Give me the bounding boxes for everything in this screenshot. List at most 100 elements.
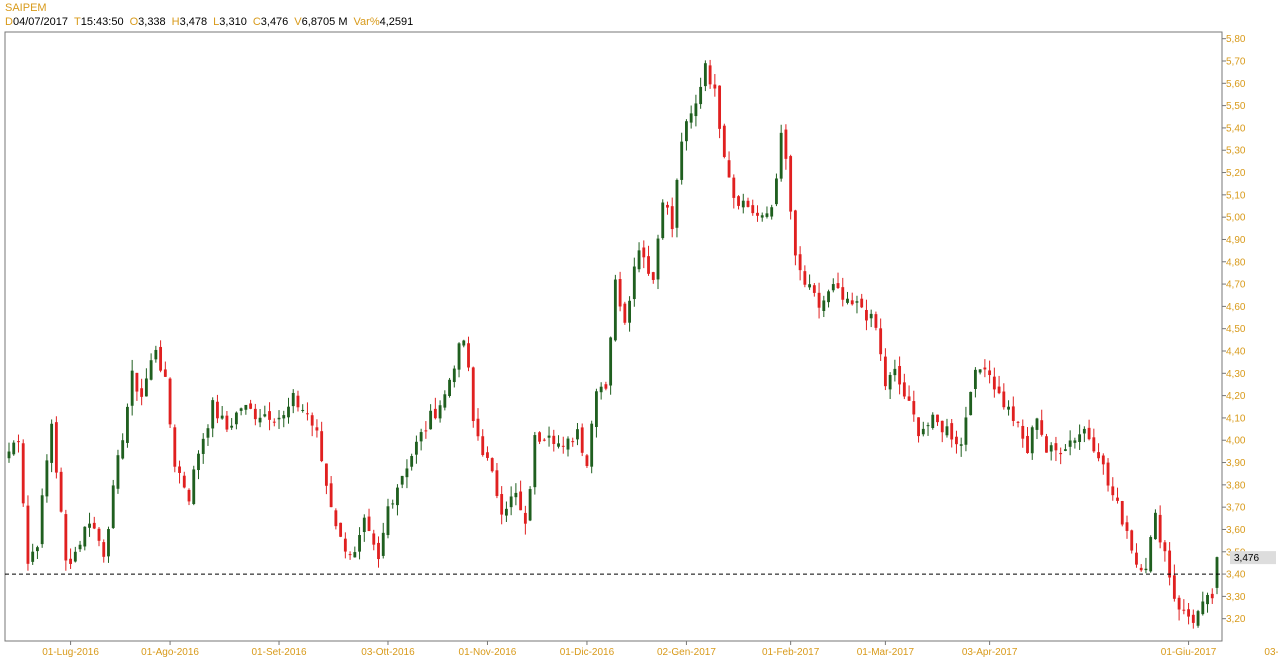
x-tick-label: 02-Gen-2017 — [657, 647, 716, 658]
candle-body — [31, 551, 35, 562]
candle-body — [64, 514, 68, 561]
candle — [561, 436, 565, 454]
candle-body — [263, 414, 267, 417]
y-tick-label: 5,20 — [1226, 168, 1246, 179]
candle — [320, 421, 324, 463]
candle-body — [865, 309, 868, 321]
candle-body — [462, 340, 466, 346]
candle-body — [140, 388, 144, 397]
info-l: L3,310 — [213, 16, 247, 28]
candle — [135, 372, 139, 401]
candle-body — [481, 436, 485, 456]
candle-body — [197, 453, 200, 471]
candle — [140, 378, 144, 406]
candle — [386, 498, 390, 539]
candle — [111, 479, 115, 530]
candle-body — [1097, 452, 1100, 459]
candle — [462, 339, 466, 348]
candle-body — [552, 435, 556, 444]
info-key: O — [129, 16, 139, 28]
info-key: C — [252, 16, 261, 28]
info-key: V — [294, 16, 302, 28]
candle-body — [40, 495, 44, 545]
candle — [523, 505, 527, 535]
candle-body — [12, 442, 16, 455]
candle-body — [1206, 594, 1209, 605]
candle — [419, 428, 423, 451]
candle-body — [670, 206, 674, 230]
candle-body — [945, 426, 949, 436]
candle-body — [746, 200, 750, 207]
candle — [1206, 592, 1209, 613]
candle-body — [1116, 497, 1119, 501]
candle-body — [651, 272, 655, 280]
candle-body — [571, 441, 575, 443]
info-value: 4,2591 — [379, 16, 414, 28]
y-tick-label: 5,30 — [1226, 146, 1246, 157]
candle — [694, 94, 698, 127]
candle — [618, 271, 622, 312]
candle-body — [1144, 568, 1148, 571]
candle — [1068, 430, 1072, 456]
candle-body — [1196, 611, 1200, 626]
info-value: 3,310 — [219, 16, 247, 28]
candle-body — [126, 406, 129, 443]
candle — [197, 450, 200, 480]
candle — [163, 361, 167, 378]
candle — [1026, 427, 1029, 454]
candle — [1125, 515, 1129, 539]
candle — [798, 246, 802, 281]
y-tick-label: 4,90 — [1226, 235, 1246, 246]
candle — [831, 278, 835, 293]
candle — [448, 377, 451, 398]
candle — [1201, 591, 1205, 616]
candle — [590, 420, 594, 474]
candle-body — [500, 494, 504, 515]
candle-body — [301, 409, 305, 411]
candle-body — [741, 200, 745, 208]
candle-body — [1026, 435, 1029, 454]
candle-body — [869, 313, 873, 319]
candle-body — [1111, 486, 1115, 496]
candle-body — [130, 370, 134, 406]
candle-body — [73, 551, 77, 562]
candle-body — [1130, 530, 1134, 551]
candle — [945, 418, 949, 438]
candle — [64, 509, 68, 571]
candle — [1101, 453, 1105, 475]
candle — [566, 436, 570, 457]
candle-body — [92, 522, 96, 529]
candle — [467, 336, 470, 372]
info-varpct: Var%4,2591 — [354, 16, 414, 28]
last-value-label: 3,476 — [1234, 553, 1259, 564]
candle — [59, 467, 63, 513]
y-tick-label: 5,40 — [1226, 123, 1246, 134]
candle — [1007, 400, 1010, 416]
candle-body — [1139, 567, 1143, 571]
candle-body — [604, 384, 608, 389]
candle — [921, 421, 925, 437]
candle — [722, 123, 726, 159]
candle — [708, 59, 712, 89]
info-key: T — [74, 16, 81, 28]
candle — [651, 271, 655, 284]
candle — [917, 417, 920, 443]
candle — [756, 205, 759, 222]
candle — [642, 240, 646, 269]
candle — [1106, 458, 1110, 492]
candle-body — [703, 63, 707, 87]
candle — [992, 367, 996, 398]
candle — [594, 388, 598, 438]
candle — [1063, 444, 1067, 452]
candle — [528, 486, 532, 522]
candle-body — [756, 212, 759, 216]
candle-body — [36, 547, 39, 552]
candle-body — [225, 415, 229, 430]
candle — [239, 407, 243, 416]
info-value: 3,338 — [138, 16, 166, 28]
info-value: 3,476 — [260, 16, 289, 28]
candle — [1116, 487, 1119, 504]
candle — [770, 204, 774, 220]
candle-body — [912, 401, 916, 415]
candle-body — [1101, 455, 1105, 465]
